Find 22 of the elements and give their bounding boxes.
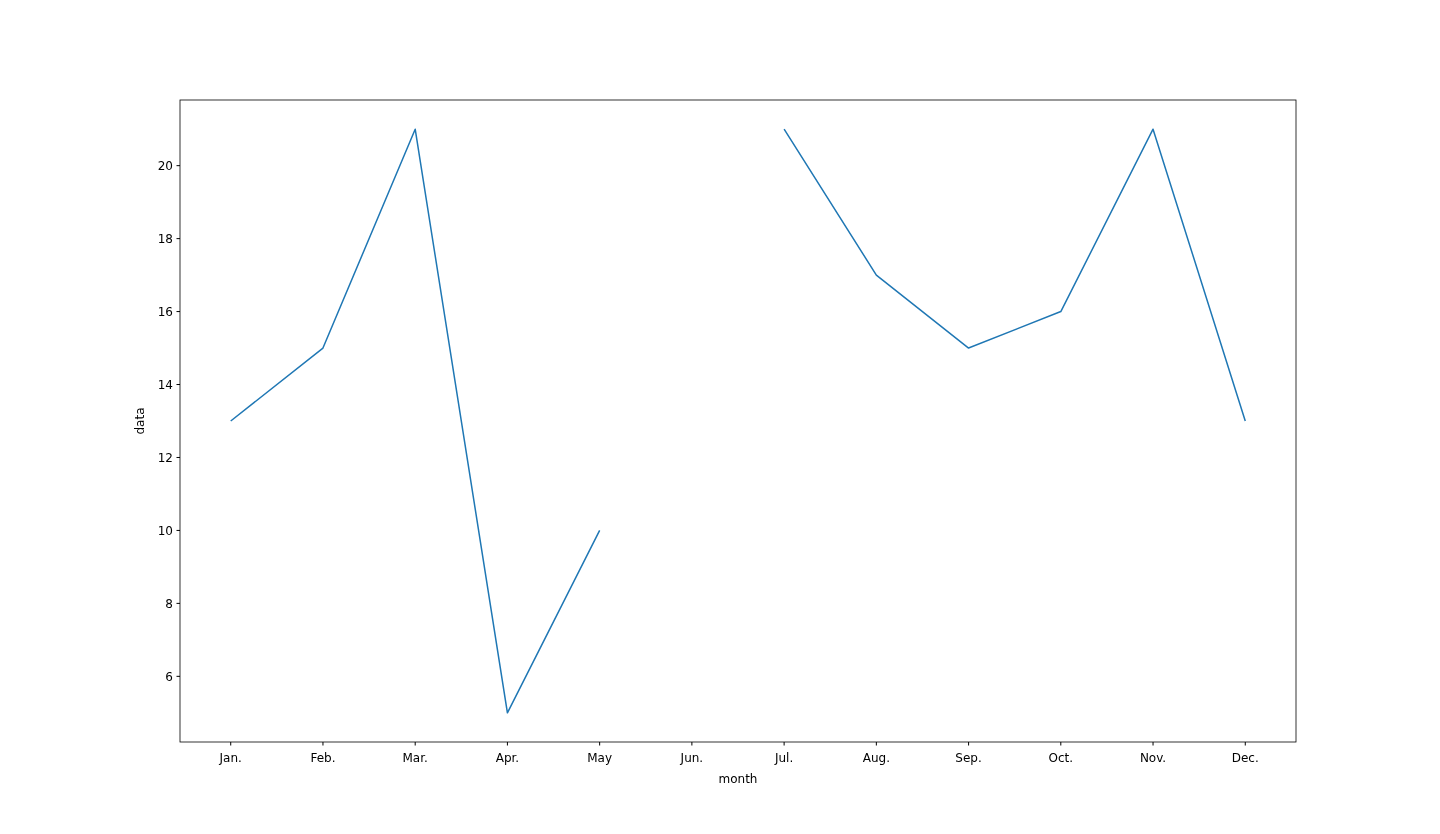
y-tick-label: 12 xyxy=(157,450,173,465)
x-tick-label: Nov. xyxy=(1139,751,1167,765)
x-tick-label: Aug. xyxy=(862,751,890,765)
x-tick-label: Sep. xyxy=(955,751,982,765)
y-tick-label: 20 xyxy=(157,158,173,173)
y-axis-title: data xyxy=(133,407,147,435)
x-tick-label: Mar. xyxy=(402,751,428,765)
y-tick-label: 16 xyxy=(157,304,173,319)
x-tick-label: Oct. xyxy=(1048,751,1074,765)
x-tick-label: Jul. xyxy=(773,751,794,765)
x-tick-label: Jan. xyxy=(218,751,242,765)
y-tick-label: 8 xyxy=(165,596,173,611)
y-tick-label: 10 xyxy=(157,523,173,538)
y-tick-label: 14 xyxy=(157,377,173,392)
x-tick-label: Apr. xyxy=(495,751,520,765)
x-tick-label: Jun. xyxy=(679,751,704,765)
x-tick-label: Feb. xyxy=(310,751,336,765)
x-tick-label: Dec. xyxy=(1231,751,1259,765)
y-tick-label: 18 xyxy=(157,231,173,246)
y-tick-label: 6 xyxy=(165,669,173,684)
x-tick-label: May xyxy=(587,751,613,765)
x-axis-title: month xyxy=(718,772,758,786)
